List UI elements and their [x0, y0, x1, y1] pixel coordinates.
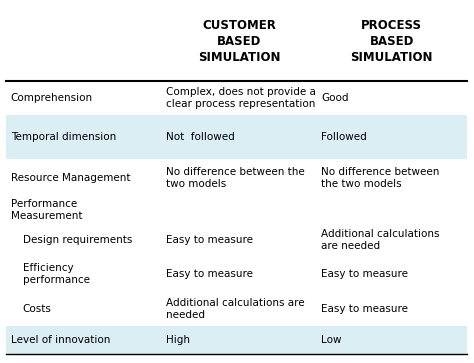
- Text: Comprehension: Comprehension: [11, 93, 93, 103]
- Text: Design requirements: Design requirements: [23, 234, 132, 245]
- Text: Low: Low: [321, 335, 342, 345]
- Text: Level of innovation: Level of innovation: [11, 335, 110, 345]
- Bar: [6, 257, 467, 291]
- Bar: [6, 222, 467, 257]
- Text: Easy to measure: Easy to measure: [166, 269, 253, 279]
- Text: Good: Good: [321, 93, 349, 103]
- Text: No difference between the
two models: No difference between the two models: [166, 167, 305, 189]
- Text: Costs: Costs: [23, 304, 51, 314]
- Text: Resource Management: Resource Management: [11, 173, 130, 183]
- Text: Easy to measure: Easy to measure: [321, 304, 408, 314]
- Text: High: High: [166, 335, 190, 345]
- Bar: [6, 115, 467, 159]
- Text: Easy to measure: Easy to measure: [166, 234, 253, 245]
- Text: PROCESS
BASED
SIMULATION: PROCESS BASED SIMULATION: [350, 19, 433, 64]
- Text: Efficiency
performance: Efficiency performance: [23, 263, 90, 285]
- Bar: [6, 159, 467, 197]
- Bar: [6, 326, 467, 354]
- Text: Not  followed: Not followed: [166, 132, 235, 142]
- Text: Followed: Followed: [321, 132, 367, 142]
- Text: Easy to measure: Easy to measure: [321, 269, 408, 279]
- Text: CUSTOMER
BASED
SIMULATION: CUSTOMER BASED SIMULATION: [198, 19, 280, 64]
- Text: Complex, does not provide a
clear process representation: Complex, does not provide a clear proces…: [166, 87, 316, 109]
- Text: Performance
Measurement: Performance Measurement: [11, 199, 82, 221]
- Bar: [6, 81, 467, 115]
- Bar: [6, 1, 467, 81]
- Text: No difference between
the two models: No difference between the two models: [321, 167, 439, 189]
- Bar: [6, 197, 467, 222]
- Bar: [6, 291, 467, 326]
- Text: Temporal dimension: Temporal dimension: [11, 132, 116, 142]
- Text: Additional calculations are
needed: Additional calculations are needed: [166, 298, 305, 320]
- Text: Additional calculations
are needed: Additional calculations are needed: [321, 229, 440, 250]
